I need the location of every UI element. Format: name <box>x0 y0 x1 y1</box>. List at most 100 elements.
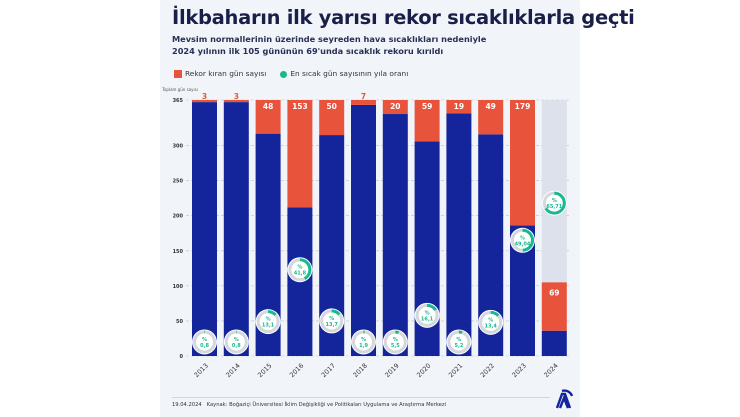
bar-normal-days <box>541 330 567 356</box>
bar-record-days <box>446 100 472 114</box>
record-value-label: 48 <box>263 102 273 111</box>
ratio-ring-fill <box>320 309 344 333</box>
ratio-value-label: 13,7 <box>326 322 339 328</box>
record-value-label: 49 <box>485 102 495 111</box>
percent-sign: % <box>552 198 557 204</box>
x-tick-label: 2021 <box>447 362 464 379</box>
record-value-label: 20 <box>390 102 400 111</box>
bar-record-days <box>541 282 567 331</box>
percent-sign: % <box>234 337 239 343</box>
ratio-ring-fill <box>479 310 503 334</box>
bar-record-days <box>351 100 376 105</box>
record-value-label: 3 <box>234 92 239 101</box>
ratio-value-label: 1,9 <box>359 343 368 349</box>
x-tick-label: 2014 <box>224 362 241 379</box>
percent-sign: % <box>329 316 334 322</box>
ratio-ring-fill <box>447 330 471 354</box>
percent-sign: % <box>297 265 302 271</box>
subtitle-line-1: Mevsim normallerinin üzerinde seyreden h… <box>172 34 487 44</box>
record-value-label: 59 <box>422 102 432 111</box>
ratio-ring-fill <box>193 330 216 354</box>
x-tick-label: 2020 <box>415 362 432 379</box>
percent-sign: % <box>456 337 461 343</box>
ratio-value-label: 13,1 <box>262 323 275 329</box>
y-tick-label: 200 <box>173 214 184 220</box>
ratio-value-label: 0,8 <box>232 343 241 349</box>
ratio-ring-fill <box>511 228 534 252</box>
ratio-dot-icon <box>280 70 288 78</box>
bar-record-days <box>510 100 535 226</box>
record-value-label: 50 <box>326 102 336 111</box>
ratio-ring-fill <box>542 191 566 215</box>
bar-record-days <box>223 100 249 103</box>
x-tick-label: 2019 <box>383 362 400 379</box>
footer-date: 19.04.2024 <box>172 402 202 408</box>
percent-sign: % <box>361 337 366 343</box>
page-title: İlkbaharın ilk yarısı rekor sıcaklıklarl… <box>172 6 635 29</box>
percent-sign: % <box>520 235 525 241</box>
legend-record: Rekor kıran gün sayısı <box>174 69 266 78</box>
bar-record-days <box>192 100 217 103</box>
percent-sign: % <box>202 337 207 343</box>
ratio-value-label: 65,71 <box>546 204 562 210</box>
ratio-ring-fill <box>383 330 407 354</box>
ratio-value-label: 49,04 <box>515 241 531 247</box>
subtitle-line-2: 2024 yılının ilk 105 gününün 69'unda sıc… <box>172 46 444 56</box>
x-tick-label: 2013 <box>193 362 210 379</box>
record-value-label: 3 <box>202 92 207 101</box>
y-tick-label: 300 <box>173 144 184 150</box>
ratio-value-label: 5,2 <box>454 343 463 349</box>
x-tick-label: 2015 <box>256 362 273 379</box>
percent-sign: % <box>266 317 271 323</box>
legend-ratio: En sıcak gün sayısının yıla oranı <box>272 69 408 78</box>
bar-record-days <box>414 100 440 142</box>
ratio-value-label: 16,1 <box>421 316 434 322</box>
bar-record-days <box>478 100 504 135</box>
bar-normal-days <box>446 113 472 357</box>
x-tick-label: 2024 <box>542 362 559 379</box>
ratio-ring-fill <box>288 258 312 282</box>
record-swatch-icon <box>174 70 182 78</box>
bar-record-days <box>287 100 313 208</box>
bar-normal-days <box>351 104 376 356</box>
x-tick-label: 2017 <box>320 362 337 379</box>
percent-sign: % <box>488 317 493 323</box>
footer: 19.04.2024 Kaynak: Boğaziçi Üniversitesi… <box>172 402 446 408</box>
ratio-ring-fill <box>256 310 280 334</box>
bar-normal-days <box>192 102 217 356</box>
x-tick-label: 2022 <box>479 362 496 379</box>
ratio-ring-fill <box>352 330 375 354</box>
legend: Rekor kıran gün sayısı En sıcak gün sayı… <box>174 69 408 78</box>
ratio-ring-fill <box>415 303 439 327</box>
bar-record-days <box>382 100 408 115</box>
aa-logo-icon <box>555 389 574 409</box>
footer-divider <box>172 397 550 398</box>
percent-sign: % <box>393 337 398 343</box>
record-value-label: 69 <box>549 288 559 297</box>
y-tick-label: 365 <box>173 98 184 104</box>
y-tick-label: 0 <box>180 354 184 360</box>
ratio-ring-fill <box>224 330 248 354</box>
y-tick-label: 100 <box>173 284 184 290</box>
record-value-label: 179 <box>515 102 531 111</box>
y-tick-label: 50 <box>176 319 183 325</box>
y-tick-label: 150 <box>173 249 184 255</box>
bar-normal-days <box>223 102 249 356</box>
x-tick-label: 2023 <box>511 362 528 379</box>
footer-source: Kaynak: Boğaziçi Üniversitesi İklim Deği… <box>206 402 447 408</box>
x-tick-label: 2018 <box>352 362 369 379</box>
percent-sign: % <box>425 310 430 316</box>
bar-record-days <box>255 100 281 134</box>
y-tick-label: 250 <box>173 179 184 185</box>
record-value-label: 19 <box>454 102 464 111</box>
x-tick-label: 2016 <box>288 362 305 379</box>
ratio-value-label: 13,4 <box>485 323 498 329</box>
bar-record-days <box>319 100 345 136</box>
record-value-label: 153 <box>292 102 308 111</box>
ratio-value-label: 0,8 <box>200 343 209 349</box>
ratio-value-label: 41,8 <box>294 271 307 277</box>
y-axis-label: Toplam gün sayısı <box>161 87 198 92</box>
record-value-label: 7 <box>361 92 366 101</box>
bar-normal-days <box>382 114 408 356</box>
